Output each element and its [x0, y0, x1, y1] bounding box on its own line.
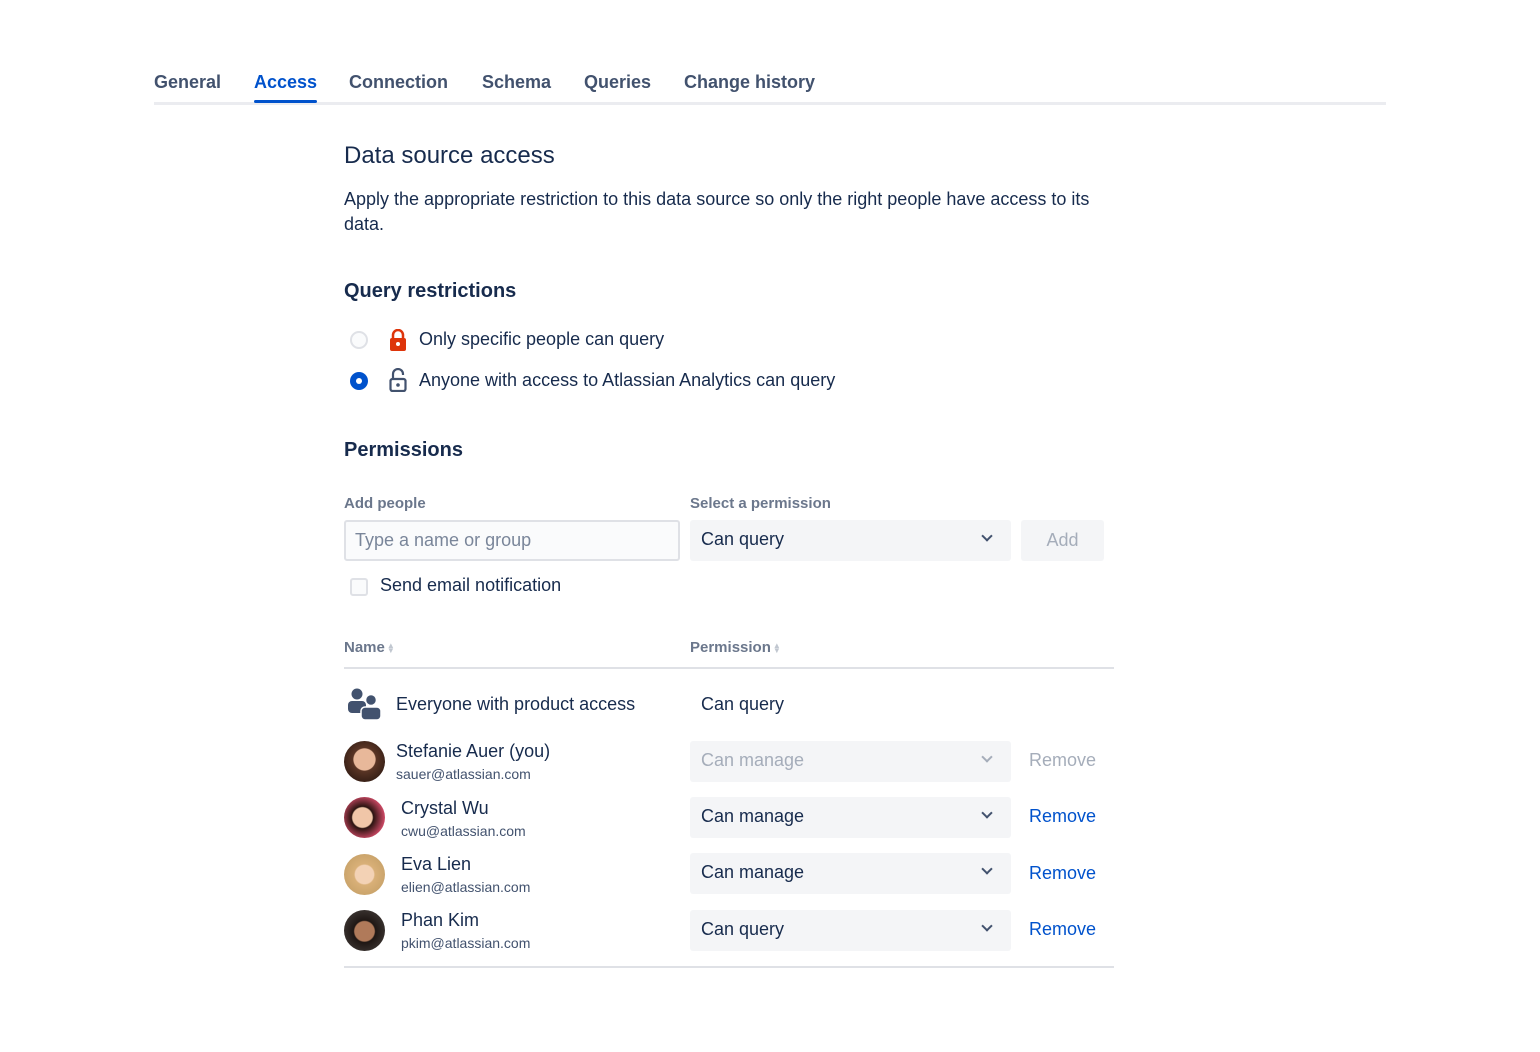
user-permission-select[interactable]: Can manage [690, 797, 1011, 838]
sort-icon: ▲ ▼ [772, 641, 781, 656]
user-permission-value: Can manage [701, 806, 805, 826]
permissions-heading: Permissions [344, 439, 463, 461]
permission-select[interactable]: Can query [690, 520, 1011, 561]
user-name: Eva Lien [401, 854, 472, 874]
add-people-input[interactable]: Type a name or group [344, 520, 680, 561]
user-permission-value: Can manage [701, 862, 805, 882]
user-name: Crystal Wu [401, 798, 489, 818]
radio-only-specific[interactable] [350, 331, 368, 349]
user-email: elien@atlassian.com [401, 879, 531, 895]
chevron-down-icon [981, 920, 993, 932]
column-header-permission[interactable]: Permission ▲ ▼ [690, 639, 781, 656]
remove-button[interactable]: Remove [1029, 806, 1097, 826]
tab-access[interactable]: Access [254, 72, 318, 103]
user-permission-value: Can manage [701, 750, 805, 770]
avatar [344, 741, 385, 782]
table-bottom-divider [344, 966, 1114, 968]
user-permission-select[interactable]: Can manage [690, 853, 1011, 894]
chevron-down-icon [981, 863, 993, 875]
option-only-specific-label[interactable]: Only specific people can query [419, 329, 665, 349]
chevron-down-icon [981, 530, 993, 542]
option-anyone-label[interactable]: Anyone with access to Atlassian Analytic… [419, 370, 836, 390]
tab-connection[interactable]: Connection [349, 72, 448, 92]
tab-general[interactable]: General [154, 72, 222, 92]
avatar [344, 910, 385, 951]
user-permission-value: Can query [701, 919, 785, 939]
user-email: pkim@atlassian.com [401, 935, 531, 951]
user-name: Phan Kim [401, 910, 480, 930]
tab-schema[interactable]: Schema [482, 72, 552, 92]
user-email: cwu@atlassian.com [401, 823, 526, 839]
remove-button: Remove [1029, 750, 1097, 770]
lock-closed-icon [390, 329, 406, 351]
remove-button[interactable]: Remove [1029, 919, 1097, 939]
sort-icon: ▲ ▼ [386, 641, 395, 656]
user-permission-select: Can manage [690, 741, 1011, 782]
chevron-down-icon [981, 807, 993, 819]
email-notification-label[interactable]: Send email notification [380, 575, 562, 595]
tab-change-history[interactable]: Change history [684, 72, 816, 92]
user-email: sauer@atlassian.com [396, 766, 531, 782]
column-name-label: Name [344, 639, 385, 656]
table-header-divider [344, 667, 1114, 669]
column-permission-label: Permission [690, 639, 771, 656]
lock-open-icon [389, 368, 407, 392]
email-notification-checkbox[interactable] [350, 578, 368, 596]
user-name: Stefanie Auer (you) [396, 741, 551, 761]
avatar [344, 797, 385, 838]
query-restrictions-heading: Query restrictions [344, 280, 517, 302]
people-group-icon [348, 688, 381, 720]
select-permission-label: Select a permission [690, 495, 831, 512]
chevron-down-icon [981, 751, 993, 763]
group-permission: Can query [701, 694, 785, 714]
add-people-label: Add people [344, 495, 426, 512]
avatar [344, 854, 385, 895]
radio-anyone[interactable] [350, 372, 368, 390]
add-people-placeholder: Type a name or group [355, 530, 532, 550]
tab-queries[interactable]: Queries [584, 72, 652, 92]
group-name: Everyone with product access [396, 694, 636, 714]
remove-button[interactable]: Remove [1029, 863, 1097, 883]
tab-bar: General Access Connection Schema Queries… [154, 60, 1386, 105]
page-description: Apply the appropriate restriction to thi… [344, 189, 1090, 234]
permission-select-value: Can query [701, 529, 785, 549]
add-button[interactable]: Add [1021, 520, 1104, 561]
page-title: Data source access [344, 142, 555, 169]
user-permission-select[interactable]: Can query [690, 910, 1011, 951]
column-header-name[interactable]: Name ▲ ▼ [344, 639, 395, 656]
